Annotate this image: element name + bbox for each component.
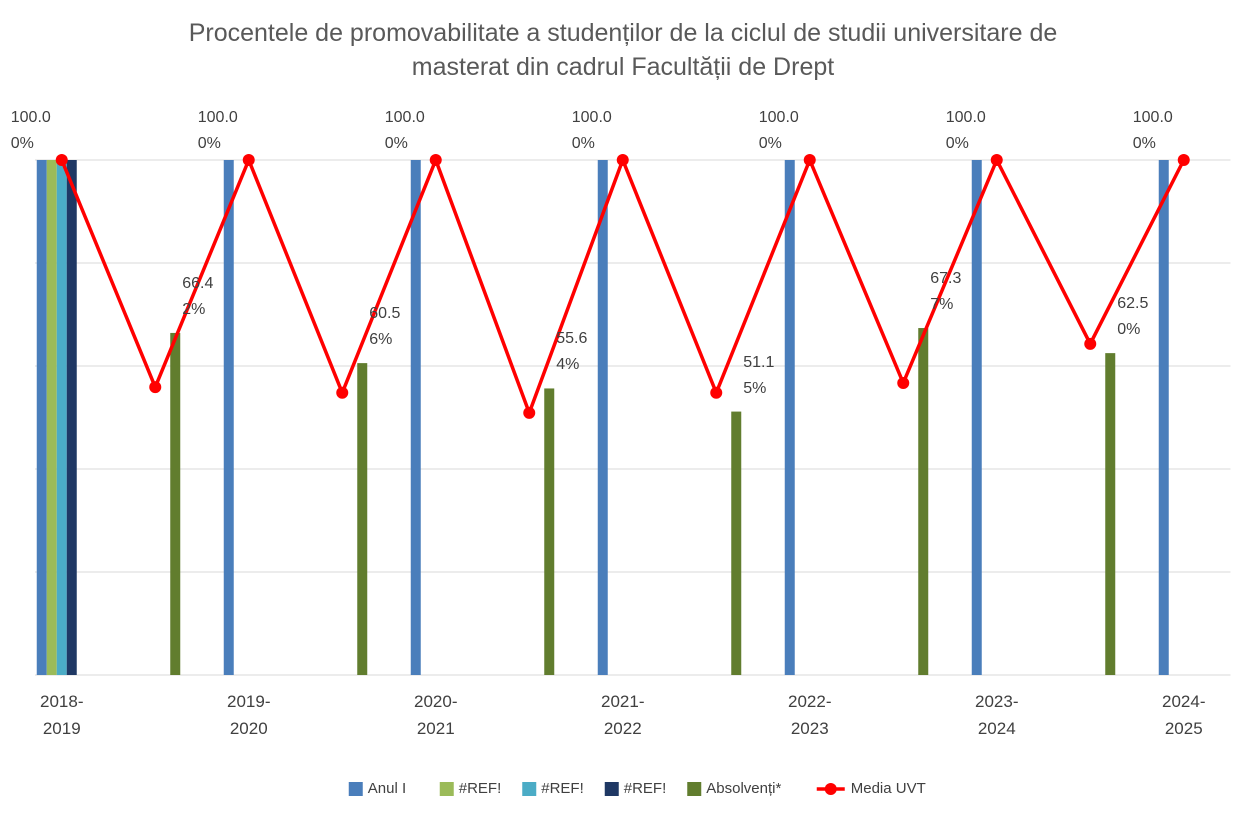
- x-tick-label: 2021-2022: [601, 692, 645, 738]
- marker: [1084, 337, 1097, 350]
- legend-label: #REF!: [623, 780, 667, 797]
- legend-swatch: [687, 782, 702, 796]
- marker: [1177, 154, 1190, 166]
- data-label: 100.00%: [758, 109, 799, 152]
- marker: [336, 386, 349, 399]
- data-label: 100.00%: [384, 109, 425, 152]
- data-label: 62.50%: [1117, 295, 1149, 339]
- bar: [36, 160, 47, 675]
- data-label: 100.00%: [571, 109, 612, 152]
- legend-swatch: [522, 782, 537, 796]
- marker: [710, 386, 723, 399]
- legend-label: Anul I: [367, 780, 407, 797]
- data-label: 100.00%: [1132, 109, 1173, 152]
- bar: [1105, 353, 1116, 675]
- data-label: 100.00%: [197, 109, 238, 152]
- legend-label: #REF!: [458, 780, 502, 797]
- marker: [990, 154, 1003, 166]
- bar: [223, 160, 234, 675]
- data-label: 100.00%: [945, 109, 986, 152]
- chart-title: Procentele de promovabilitate a studenți…: [188, 19, 1058, 81]
- bar: [544, 388, 555, 675]
- bar: [597, 160, 608, 675]
- bar: [357, 363, 368, 675]
- x-tick-label: 2019-2020: [227, 692, 271, 738]
- data-label: 55.64%: [556, 330, 588, 374]
- x-tick-label: 2023-2024: [975, 692, 1019, 738]
- bar: [784, 160, 795, 675]
- data-label: 60.56%: [369, 305, 401, 349]
- legend-swatch: [439, 782, 454, 796]
- legend-label: #REF!: [541, 780, 584, 797]
- marker: [803, 154, 816, 166]
- marker: [55, 154, 68, 166]
- bar: [1158, 160, 1169, 675]
- bar: [971, 160, 982, 675]
- legend-label: Media UVT: [850, 780, 926, 797]
- marker: [897, 376, 910, 389]
- legend-label: Absolvenți*: [706, 780, 782, 797]
- legend-swatch: [824, 783, 837, 795]
- legend-swatch: [604, 782, 619, 796]
- data-label: 100.00%: [10, 109, 51, 152]
- bar: [56, 160, 67, 675]
- marker: [616, 154, 629, 166]
- data-label: 66.42%: [182, 274, 214, 318]
- bar: [66, 160, 77, 675]
- marker: [429, 154, 442, 166]
- data-label: 67.37%: [930, 270, 962, 314]
- bar: [410, 160, 421, 675]
- bar: [918, 328, 929, 675]
- x-tick-label: 2024-2025: [1162, 692, 1206, 738]
- data-label: 51.15%: [743, 353, 775, 397]
- marker: [149, 381, 162, 394]
- marker: [523, 406, 536, 419]
- bar: [46, 160, 57, 675]
- bar: [731, 411, 742, 675]
- bar: [170, 332, 181, 675]
- marker: [242, 154, 255, 166]
- legend-swatch: [348, 782, 363, 796]
- x-tick-label: 2020-2021: [414, 692, 458, 738]
- x-tick-label: 2018-2019: [40, 692, 84, 738]
- x-tick-label: 2022-2023: [788, 692, 832, 738]
